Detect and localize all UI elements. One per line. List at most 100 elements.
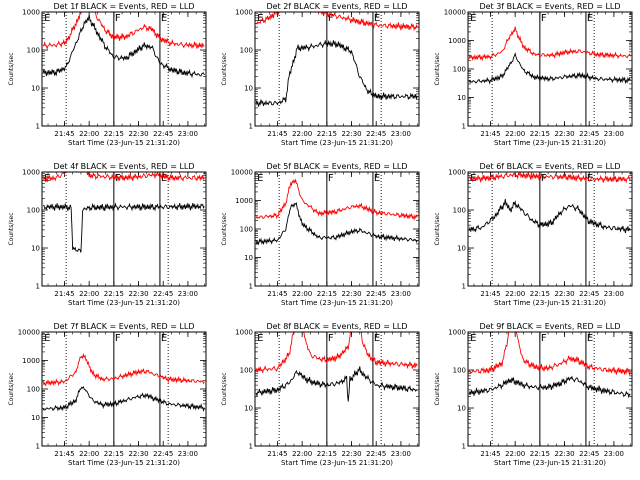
y-tick-label: 100 [27,207,40,215]
marker-letter: F [541,333,547,344]
plot-frame [41,331,207,447]
x-tick-label: 22:00 [505,450,525,458]
x-tick-label: 22:30 [341,450,361,458]
x-tick-label: 22:15 [317,290,337,298]
marker-letter: E [374,333,380,344]
x-tick-label: 22:00 [292,130,312,138]
y-tick-label: 10000 [231,169,253,177]
lld-series-line [42,12,205,50]
marker-letter: F [115,13,121,24]
x-tick-label: 21:45 [54,450,74,458]
marker-letter: E [257,13,263,24]
panel-title: Det 3f BLACK = Events, RED = LLD [479,2,620,11]
events-series-line [468,198,631,234]
x-axis-label: Start Time (23-Jun-15 21:31:20) [494,139,606,147]
x-tick-label: 22:45 [366,450,386,458]
detector-panel: Det 1f BLACK = Events, RED = LLD Counts/s… [8,2,207,147]
y-axis-label: Counts/sec [8,52,15,85]
marker-letter: E [257,333,263,344]
x-tick-label: 21:45 [267,290,287,298]
x-tick-label: 22:00 [79,450,99,458]
y-tick-label: 1 [36,283,40,291]
y-axis-label: Counts/sec [8,372,15,405]
detector-panel: Det 8f BLACK = Events, RED = LLD Counts/s… [221,322,420,467]
y-tick-label: 100 [27,47,40,55]
x-tick-label: 22:45 [579,290,599,298]
marker-letter: E [374,173,380,184]
x-tick-label: 22:15 [317,450,337,458]
x-tick-label: 21:45 [267,130,287,138]
marker-letter: E [470,333,476,344]
x-tick-label: 23:00 [178,130,198,138]
y-axis-label: Counts/sec [221,212,228,245]
x-tick-label: 22:15 [530,290,550,298]
marker-letter: F [328,333,334,344]
events-series-line [42,385,205,412]
y-tick-label: 100 [240,47,253,55]
events-series-line [468,52,631,85]
x-tick-label: 22:15 [104,130,124,138]
panel-title: Det 8f BLACK = Events, RED = LLD [266,322,407,331]
y-tick-label: 100 [27,386,40,394]
x-tick-label: 22:00 [292,450,312,458]
y-tick-label: 1000 [235,329,253,337]
y-tick-label: 1 [462,443,466,451]
lld-series-line [468,332,631,376]
panel-title: Det 2f BLACK = Events, RED = LLD [266,2,407,11]
y-tick-label: 100 [453,66,466,74]
marker-letter: E [161,173,167,184]
marker-letter: E [470,13,476,24]
y-tick-label: 10 [31,245,40,253]
x-axis-label: Start Time (23-Jun-15 21:31:20) [68,139,180,147]
panel-title: Det 5f BLACK = Events, RED = LLD [266,162,407,171]
y-tick-label: 10 [457,245,466,253]
y-tick-label: 10 [31,414,40,422]
y-tick-label: 100 [240,226,253,234]
detector-panel: Det 5f BLACK = Events, RED = LLD Counts/s… [221,162,420,307]
events-series-line [42,202,205,253]
panel-title: Det 9f BLACK = Events, RED = LLD [479,322,620,331]
x-tick-label: 22:45 [153,290,173,298]
marker-letter: F [328,173,334,184]
x-tick-label: 22:15 [104,290,124,298]
x-tick-label: 22:30 [128,450,148,458]
lld-series-line [42,172,205,183]
plot-frame [254,171,420,287]
lld-series-line [468,172,631,184]
x-tick-label: 22:30 [554,130,574,138]
y-tick-label: 1000 [22,9,40,17]
y-tick-label: 1 [249,443,253,451]
x-tick-label: 23:00 [604,130,624,138]
x-axis-label: Start Time (23-Jun-15 21:31:20) [494,299,606,307]
detector-panel: Det 3f BLACK = Events, RED = LLD Counts/s… [434,2,633,147]
y-tick-label: 10 [244,405,253,413]
x-tick-label: 22:00 [79,290,99,298]
panel-title: Det 1f BLACK = Events, RED = LLD [53,2,194,11]
x-tick-label: 22:30 [554,450,574,458]
x-tick-label: 21:45 [54,290,74,298]
marker-letter: E [587,13,593,24]
events-series-line [468,375,631,399]
y-axis-label: Counts/sec [434,52,441,85]
y-tick-label: 1 [36,123,40,131]
y-tick-label: 10000 [18,329,40,337]
plot-frame [467,11,633,127]
x-tick-label: 23:00 [178,450,198,458]
events-series-line [255,366,418,402]
marker-letter: E [161,13,167,24]
x-axis-label: Start Time (23-Jun-15 21:31:20) [281,139,393,147]
x-tick-label: 22:45 [366,290,386,298]
y-tick-label: 1000 [448,169,466,177]
y-tick-label: 1 [36,443,40,451]
x-tick-label: 22:30 [341,130,361,138]
marker-letter: E [161,333,167,344]
panel-title: Det 6f BLACK = Events, RED = LLD [479,162,620,171]
lld-series-line [255,178,418,222]
marker-letter: E [587,173,593,184]
x-axis-label: Start Time (23-Jun-15 21:31:20) [68,459,180,467]
x-tick-label: 22:30 [341,290,361,298]
detector-panel: Det 7f BLACK = Events, RED = LLD Counts/s… [8,322,207,467]
plot-frame [41,171,207,287]
y-tick-label: 1000 [235,9,253,17]
